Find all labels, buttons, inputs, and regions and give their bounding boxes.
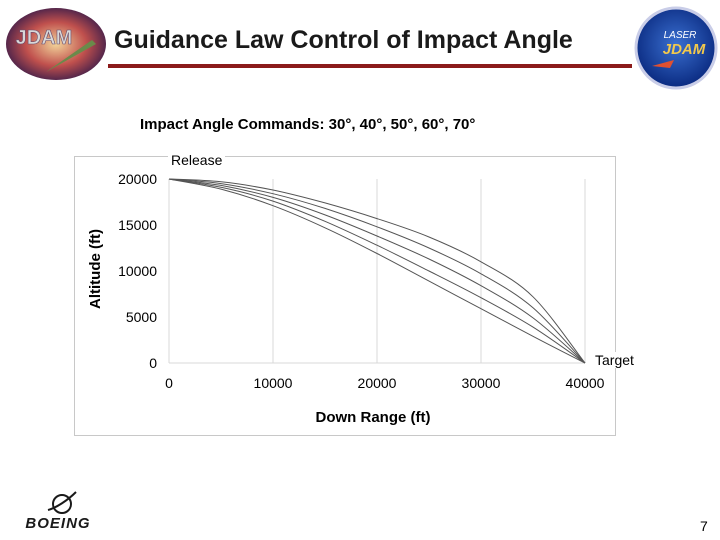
x-tick-label: 0 [165, 375, 173, 391]
slide-title: Guidance Law Control of Impact Angle [114, 26, 573, 55]
y-tick-label: 5000 [126, 309, 157, 325]
x-tick-label: 10000 [254, 375, 293, 391]
y-tick-label: 20000 [118, 171, 157, 187]
x-axis-title: Down Range (ft) [316, 409, 431, 426]
release-label: Release [168, 152, 225, 168]
y-tick-label: 15000 [118, 217, 157, 233]
x-tick-label: 40000 [566, 375, 605, 391]
chart-panel: 0 10000 20000 30000 40000 0 5000 10000 15000 2000… [74, 156, 616, 436]
trajectory-chart: 0 10000 20000 30000 40000 0 5000 10000 15000 2000… [75, 157, 615, 435]
y-axis-title: Altitude (ft) [87, 229, 104, 309]
title-divider [108, 64, 632, 68]
grid-lines [169, 179, 585, 363]
y-tick-label: 0 [149, 355, 157, 371]
laser-jdam-badge: LASER JDAM [634, 4, 718, 96]
y-tick-label: 10000 [118, 263, 157, 279]
tick-labels: 0 10000 20000 30000 40000 0 5000 10000 15000 2000… [118, 171, 605, 391]
svg-text:BOEING: BOEING [25, 515, 90, 532]
page-number: 7 [700, 518, 708, 534]
svg-text:JDAM: JDAM [663, 41, 706, 58]
svg-text:JDAM: JDAM [16, 27, 73, 49]
x-tick-label: 30000 [462, 375, 501, 391]
jdam-logo: JDAM [4, 6, 108, 82]
impact-angle-commands: Impact Angle Commands: 30°, 40°, 50°, 60… [140, 116, 475, 133]
target-label: Target [592, 352, 637, 368]
x-tick-label: 20000 [358, 375, 397, 391]
boeing-logo: BOEING [8, 488, 112, 532]
svg-text:LASER: LASER [664, 30, 697, 41]
